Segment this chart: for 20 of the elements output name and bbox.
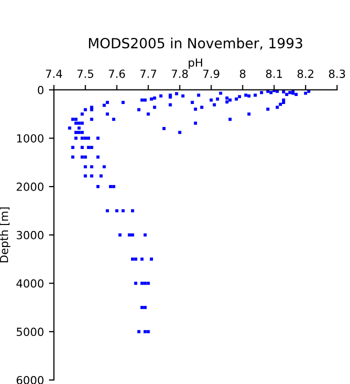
chart-title: MODS2005 in November, 1993	[88, 38, 302, 50]
y-tick-label: 2000	[16, 182, 44, 191]
y-tick-label: 1000	[17, 134, 44, 143]
x-axis-title: pH	[188, 58, 202, 69]
y-tick-label: 5000	[16, 328, 44, 336]
x-tick-label: 7.4	[46, 70, 62, 78]
x-tick-label: 7.5	[77, 70, 94, 78]
x-tick-label: 8.3	[328, 70, 345, 78]
x-tick-label: 8.2	[298, 70, 314, 78]
y-tick-label: 6000	[16, 376, 44, 384]
x-tick-label: 7.9	[203, 70, 220, 78]
y-axis-title: Depth [m]	[0, 207, 10, 262]
x-tick-label: 7.7	[140, 70, 156, 78]
x-tick-label: 8.1	[266, 70, 282, 78]
x-tick-label: 8	[240, 70, 246, 78]
x-tick-label: 7.6	[108, 70, 125, 78]
x-tick-label: 7.8	[172, 70, 188, 78]
y-tick-label: 3000	[16, 230, 44, 240]
y-tick-label: 0	[38, 86, 44, 94]
y-tick-label: 4000	[16, 279, 44, 288]
